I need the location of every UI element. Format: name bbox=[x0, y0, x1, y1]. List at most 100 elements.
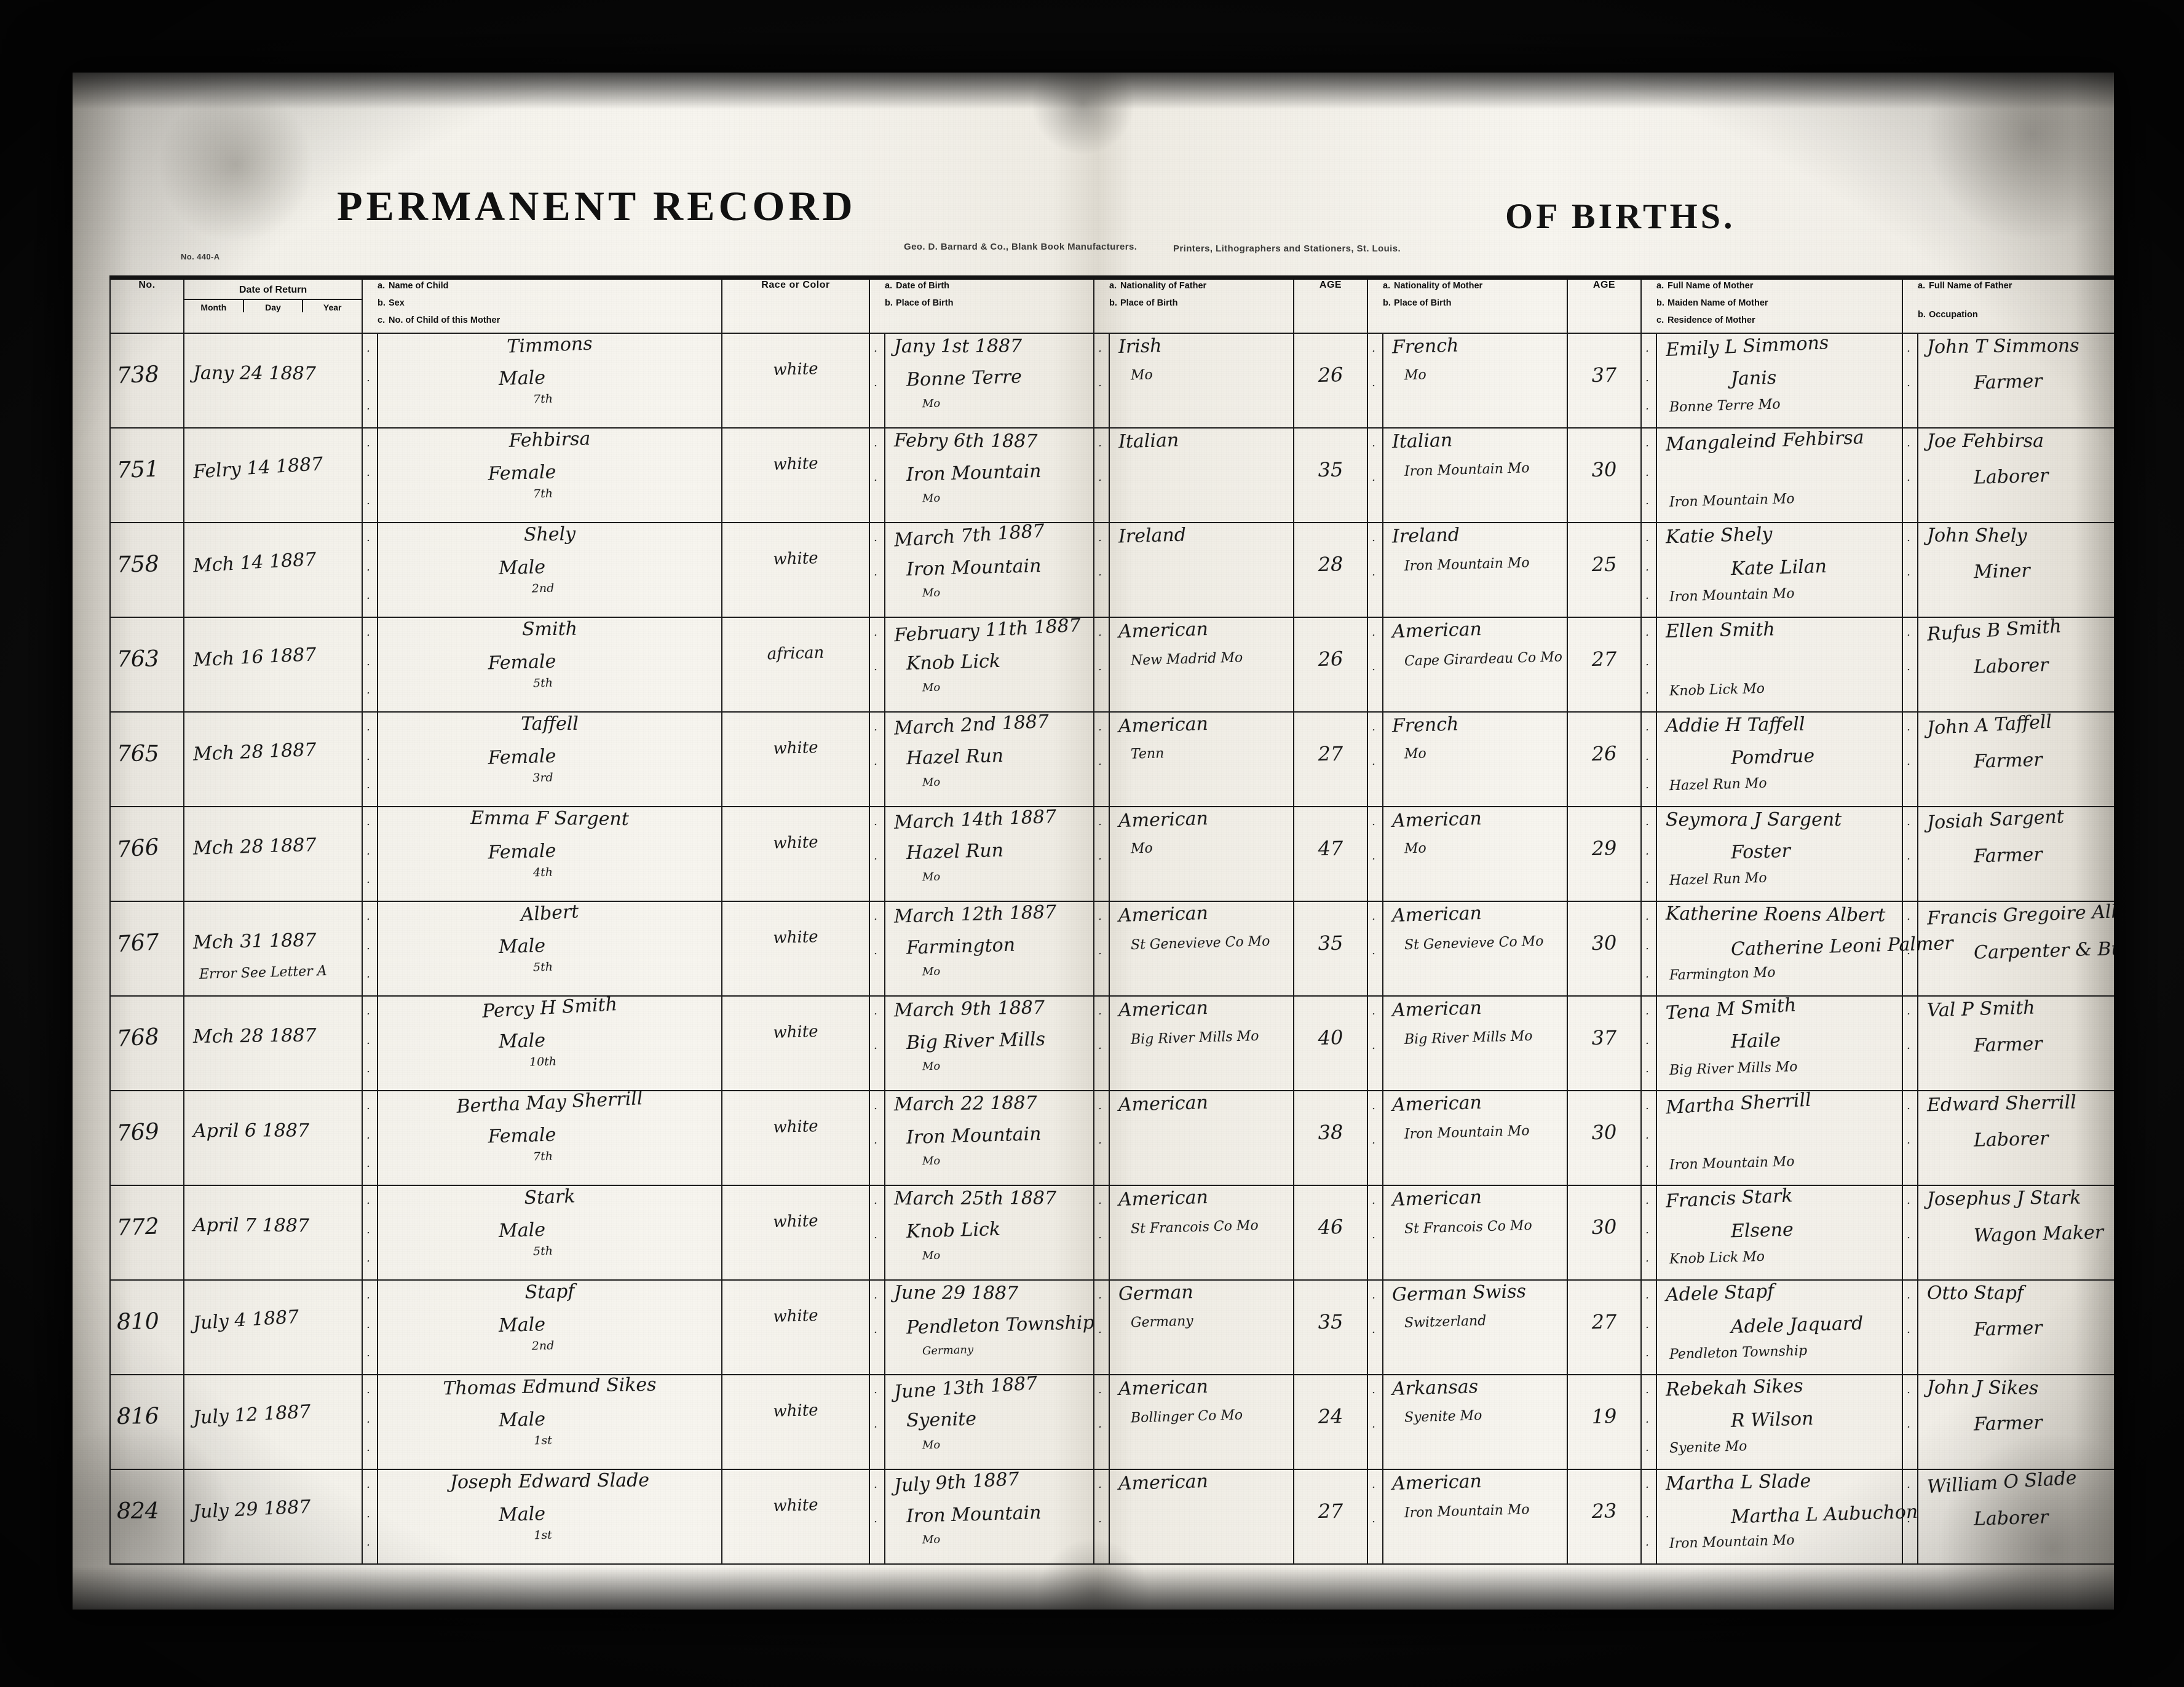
cell-child-name: Emma F Sargent bbox=[470, 807, 629, 830]
cell-father-age: 28 bbox=[1318, 552, 1343, 577]
cell-child-sex: Female bbox=[488, 840, 557, 864]
cell-birth-date: March 2nd 1887 bbox=[893, 711, 1050, 740]
cell-date-of-return: Mch 31 1887 Error See Letter A bbox=[183, 901, 363, 997]
abc-dot-c: . bbox=[1645, 1440, 1650, 1455]
cell-no: 768 bbox=[109, 995, 184, 1091]
table-row: 738 Jany 24 1887 . . . Timmons Male 7th whi… bbox=[109, 332, 2114, 429]
cell-child-order: 3rd bbox=[532, 770, 553, 785]
abc-dot-b: . bbox=[1098, 470, 1102, 484]
abc-dot-b: . bbox=[1906, 470, 1911, 484]
cell-child-sex: Male bbox=[498, 934, 546, 958]
cell-birth-marks: . . bbox=[869, 333, 885, 429]
table-row: 765 Mch 28 1887 . . . Taffell Female 3rd wh… bbox=[109, 711, 2114, 807]
abc-dot-b: . bbox=[366, 655, 371, 669]
cell-mother: Rebekah Sikes R Wilson Syenite Mo bbox=[1656, 1374, 1903, 1470]
cell-age-father: 27 bbox=[1293, 1469, 1368, 1565]
cell-father: John Shely Miner bbox=[1917, 522, 2114, 618]
cell-mother-nationality: Arkansas bbox=[1391, 1376, 1479, 1400]
cell-birth: June 29 1887 Pendleton Township Germany bbox=[884, 1279, 1094, 1375]
cell-father-nat-marks: . . bbox=[1093, 427, 1110, 523]
cell-child: Stapf Male 2nd bbox=[377, 1279, 722, 1375]
cell-mother-nat-marks: . . bbox=[1367, 522, 1383, 618]
cell-child-order: 1st bbox=[533, 1528, 552, 1543]
cell-father-nationality: Ireland bbox=[1109, 522, 1294, 618]
cell-father-name: Francis Gregoire Albert bbox=[1926, 899, 2114, 930]
cell-father-nat-marks: . . bbox=[1093, 1469, 1110, 1565]
cell-mother: Martha Sherrill Iron Mountain Mo bbox=[1656, 1089, 1903, 1186]
cell-child: Stark Male 5th bbox=[377, 1185, 722, 1281]
abc-dot-a: . bbox=[1371, 1193, 1376, 1207]
abc-dot-a: . bbox=[873, 909, 878, 923]
cell-race: white bbox=[773, 1306, 818, 1327]
col-header-month: Month bbox=[184, 300, 244, 312]
letter-b-mother: b. bbox=[1656, 298, 1664, 309]
cell-child-marks: . . . bbox=[362, 427, 378, 523]
abc-dot-b: . bbox=[1645, 1223, 1650, 1237]
cell-mother-maiden: Haile bbox=[1730, 1029, 1781, 1053]
cell-child-order: 7th bbox=[532, 1149, 553, 1164]
cell-mother-birthplace: Iron Mountain Mo bbox=[1404, 555, 1530, 574]
abc-dot-c: . bbox=[1645, 588, 1650, 602]
cell-no: 738 bbox=[109, 333, 184, 429]
cell-child-marks: . . . bbox=[362, 1469, 378, 1565]
cell-birth-place: Knob Lick bbox=[906, 650, 1001, 675]
cell-child: Taffell Female 3rd bbox=[377, 711, 722, 807]
cell-no: 766 bbox=[109, 806, 184, 902]
cell-birth-date: March 14th 1887 bbox=[893, 806, 1057, 834]
cell-birth-place: Big River Mills bbox=[906, 1028, 1046, 1054]
abc-dot-b: . bbox=[1645, 844, 1650, 858]
cell-mother-nat-marks: . . bbox=[1367, 806, 1383, 902]
cell-no: 763 bbox=[109, 617, 184, 713]
abc-dot-c: . bbox=[366, 683, 371, 697]
cell-father-birthplace: Tenn bbox=[1130, 746, 1165, 762]
cell-no: 772 bbox=[109, 1185, 184, 1281]
cell-father-marks: . . bbox=[1902, 1090, 1918, 1186]
cell-child-name: Timmons bbox=[506, 333, 593, 358]
cell-record-number: 766 bbox=[116, 834, 160, 863]
abc-dot-b: . bbox=[1371, 1228, 1376, 1242]
cell-child-sex: Male bbox=[498, 366, 546, 390]
abc-dot-a: . bbox=[1371, 1383, 1376, 1397]
cell-child: Timmons Male 7th bbox=[377, 333, 722, 429]
abc-dot-b: . bbox=[1371, 565, 1376, 579]
abc-dot-a: . bbox=[1645, 531, 1650, 545]
cell-mother-nationality: German Swiss Switzerland bbox=[1382, 1279, 1568, 1375]
abc-dot-b: . bbox=[1645, 371, 1650, 385]
cell-father-age: 38 bbox=[1318, 1120, 1343, 1145]
abc-dot-a: . bbox=[366, 1477, 371, 1491]
cell-mother-nat-marks: . . bbox=[1367, 1279, 1383, 1375]
cell-mother-nat-marks: . . bbox=[1367, 1469, 1383, 1565]
cell-father: Rufus B Smith Laborer bbox=[1917, 615, 2114, 713]
cell-birth-marks: . . bbox=[869, 1090, 885, 1186]
abc-dot-a: . bbox=[1906, 1383, 1911, 1397]
cell-age-father: 26 bbox=[1293, 333, 1368, 429]
cell-age-father: 46 bbox=[1293, 1185, 1368, 1281]
cell-mother-maiden: Martha L Aubuchon bbox=[1730, 1501, 1918, 1528]
col-header-child-sex: Sex bbox=[389, 298, 405, 309]
cell-birth-place: Syenite bbox=[906, 1408, 977, 1432]
cell-father-birthplace: Bollinger Co Mo bbox=[1130, 1407, 1243, 1426]
cell-mother-nationality: American bbox=[1391, 618, 1482, 643]
abc-dot-b: . bbox=[366, 844, 371, 858]
letter-a-child: a. bbox=[378, 281, 386, 291]
cell-father-name: Joe Fehbirsa bbox=[1926, 430, 2044, 452]
cell-mother-name: Ellen Smith bbox=[1665, 618, 1775, 642]
cell-father-age: 35 bbox=[1318, 931, 1343, 955]
cell-father-birthplace: New Madrid Mo bbox=[1130, 650, 1243, 669]
cell-race: white bbox=[773, 832, 818, 853]
cell-mother-age: 37 bbox=[1591, 363, 1617, 387]
cell-age-mother: 27 bbox=[1567, 617, 1642, 713]
cell-child-order: 5th bbox=[532, 1244, 553, 1258]
cell-mother-birthplace: Iron Mountain Mo bbox=[1404, 460, 1530, 480]
abc-dot-c: . bbox=[366, 399, 371, 413]
cell-mother-nationality: American Big River Mills Mo bbox=[1382, 995, 1568, 1091]
cell-mother: Seymora J Sargent Foster Hazel Run Mo bbox=[1656, 806, 1903, 902]
table-row: 767 Mch 31 1887 Error See Letter A. . . Al… bbox=[109, 899, 2114, 997]
cell-father-occupation: Laborer bbox=[1973, 1128, 2049, 1152]
abc-dot-a: . bbox=[1371, 625, 1376, 639]
cell-age-father: 40 bbox=[1293, 995, 1368, 1091]
abc-dot-a: . bbox=[366, 815, 371, 829]
cell-race: white bbox=[721, 1279, 870, 1375]
abc-dot-a: . bbox=[1906, 815, 1911, 829]
cell-return-date: Mch 14 1887 bbox=[192, 548, 317, 577]
